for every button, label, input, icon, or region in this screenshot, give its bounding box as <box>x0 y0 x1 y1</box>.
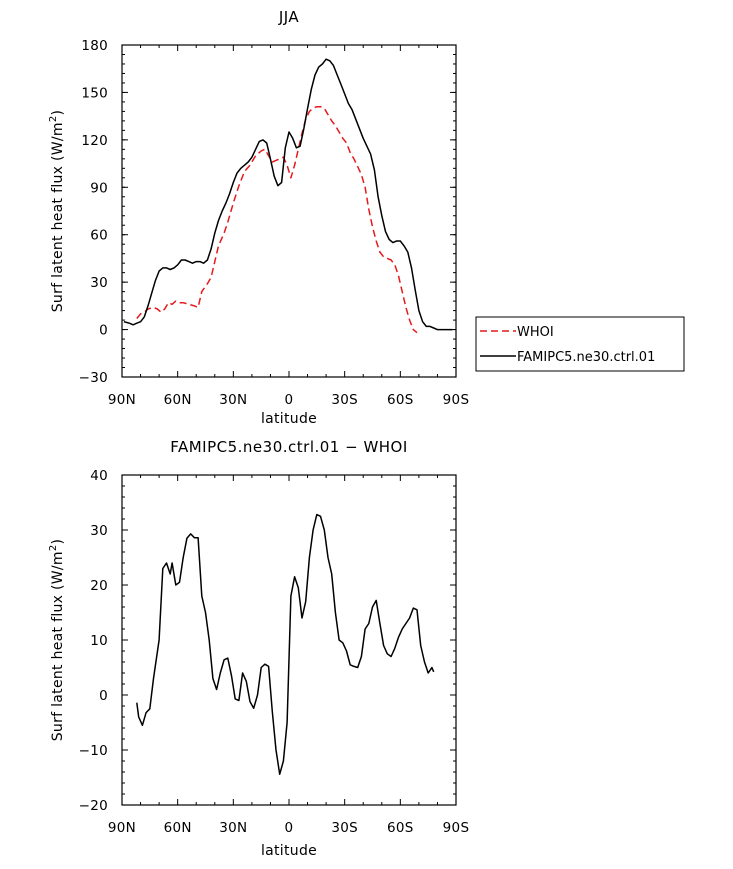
chart2-ytick-label: −10 <box>79 743 108 759</box>
chart1-ytick-label: 120 <box>81 133 108 149</box>
legend-label-whoi: WHOI <box>517 325 554 340</box>
chart1-plot-frame <box>121 44 457 378</box>
chart1-ytick-label: 150 <box>81 85 108 101</box>
chart1-title: JJA <box>278 8 300 26</box>
chart1-legend: WHOI FAMIPC5.ne30.ctrl.01 <box>475 316 685 372</box>
legend-label-famipc5: FAMIPC5.ne30.ctrl.01 <box>517 350 655 365</box>
chart1-ytick-label: 90 <box>90 180 108 196</box>
chart2-title: FAMIPC5.ne30.ctrl.01 − WHOI <box>170 438 408 456</box>
chart1-xtick-label: 0 <box>285 392 294 408</box>
chart1-ytick-label: 0 <box>99 323 108 339</box>
chart2-ytick-label: 20 <box>90 578 108 594</box>
chart1-ylabel: Surf latent heat flux (W/m2) <box>48 110 66 313</box>
chart1-ytick-label: 60 <box>90 228 108 244</box>
chart2-ylabel: Surf latent heat flux (W/m2) <box>48 539 66 742</box>
chart1-whoi-series-line <box>136 105 418 334</box>
chart1-xtick-label: 90S <box>443 392 470 408</box>
chart2-xlabel: latitude <box>261 843 317 859</box>
chart1-famipc5-series-line <box>123 58 453 331</box>
chart1-ytick-label: 30 <box>90 275 108 291</box>
chart2-xtick-label: 30N <box>219 820 247 836</box>
chart2-xtick-label: 0 <box>285 820 294 836</box>
legend-box <box>475 316 685 372</box>
chart2-xtick-label: 60S <box>387 820 414 836</box>
chart1-xtick-label: 30S <box>331 392 358 408</box>
chart1-xtick-label: 60N <box>164 392 192 408</box>
chart2-xtick-label: 60N <box>164 820 192 836</box>
chart1-xtick-label: 90N <box>108 392 136 408</box>
chart2-ytick-label: 0 <box>99 688 108 704</box>
chart2-difference-series-line <box>136 513 435 775</box>
chart1-ytick-label: −30 <box>79 370 108 386</box>
chart2-ytick-label: 30 <box>90 523 108 539</box>
chart2-xtick-label: 30S <box>331 820 358 836</box>
chart1-ytick-label: 180 <box>81 38 108 54</box>
chart2-xtick-label: 90S <box>443 820 470 836</box>
chart1-xtick-label: 30N <box>219 392 247 408</box>
chart1-xtick-label: 60S <box>387 392 414 408</box>
chart2-ytick-label: 40 <box>90 468 108 484</box>
chart2-xtick-label: 90N <box>108 820 136 836</box>
chart2-ytick-label: −20 <box>79 798 108 814</box>
chart1-panel: JJA 90N 60N 30N 0 30S 60S 90S −30 0 30 60 90 120 150 18… <box>48 8 685 427</box>
chart1-xlabel: latitude <box>261 411 317 427</box>
chart2-ytick-label: 10 <box>90 633 108 649</box>
